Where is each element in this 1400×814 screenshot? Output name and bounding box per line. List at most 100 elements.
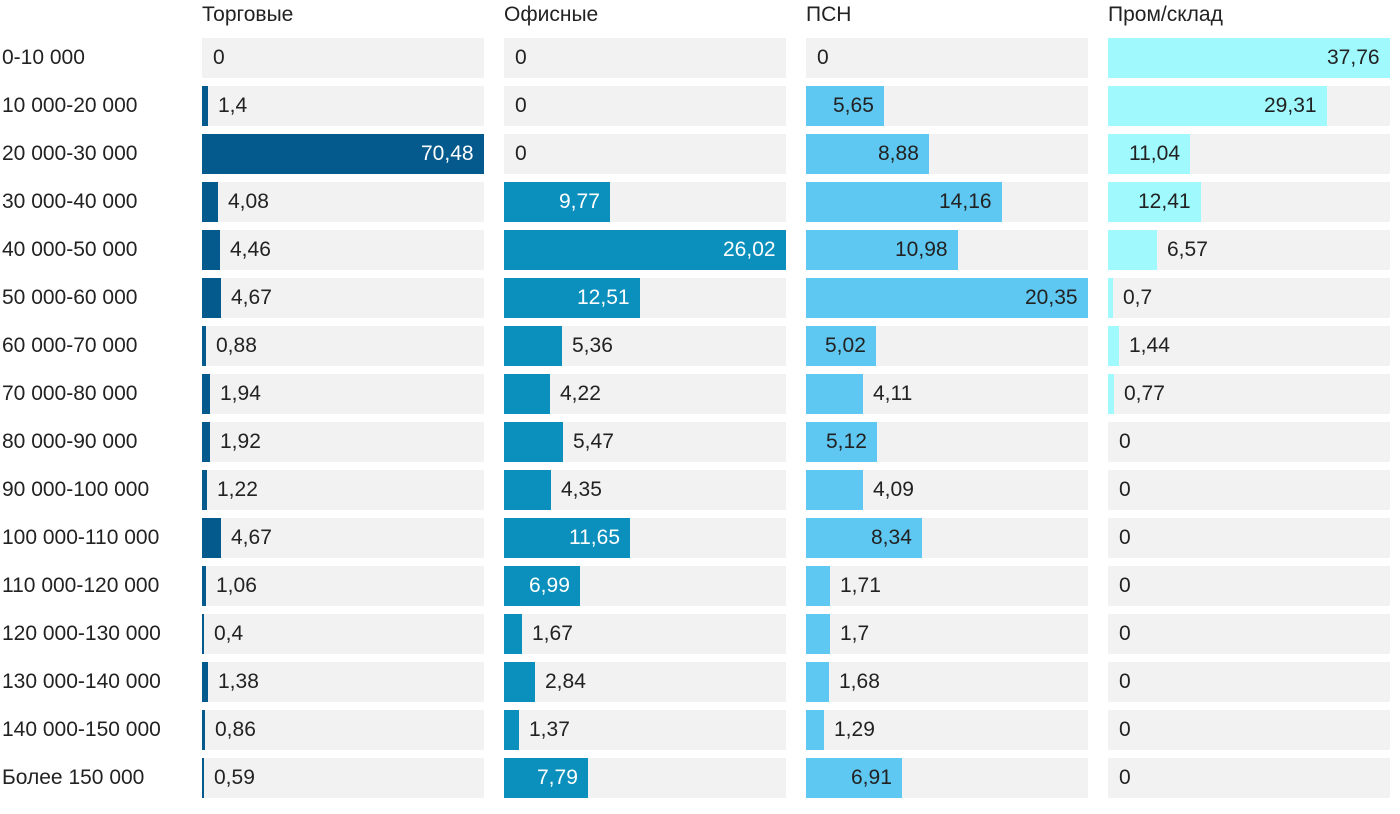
bar-track: 1,4: [202, 86, 484, 126]
category-label: 50 000-60 000: [2, 286, 138, 309]
value-label: 0: [1119, 478, 1131, 501]
bar: [504, 758, 588, 798]
bar-track: 8,34: [806, 518, 1088, 558]
bar-track: 0: [1108, 422, 1390, 462]
bar-track: 26,02: [504, 230, 786, 270]
category-label: 130 000-140 000: [2, 670, 161, 693]
category-label: 70 000-80 000: [2, 382, 138, 405]
bar: [1108, 326, 1119, 366]
value-label: 1,38: [218, 670, 259, 693]
value-label: 2,84: [545, 670, 586, 693]
bar-track: 5,47: [504, 422, 786, 462]
bar: [504, 566, 580, 606]
value-label: 1,94: [220, 382, 261, 405]
bar-track: 0: [1108, 518, 1390, 558]
bar-track: 10,98: [806, 230, 1088, 270]
value-label: 4,46: [230, 238, 271, 261]
bar-track: 1,37: [504, 710, 786, 750]
series-title: Торговые: [202, 3, 294, 26]
category-label: 0-10 000: [2, 46, 85, 69]
bar: [504, 470, 551, 510]
bar: [202, 374, 210, 414]
value-label: 1,71: [840, 574, 881, 597]
series-title: Пром/склад: [1108, 3, 1223, 26]
bar: [504, 614, 522, 654]
bar: [806, 326, 876, 366]
value-label: 0: [515, 142, 527, 165]
bar: [504, 182, 610, 222]
value-label: 0: [1119, 526, 1131, 549]
value-label: 0: [1119, 718, 1131, 741]
bar-track: 0,4: [202, 614, 484, 654]
bar: [202, 758, 204, 798]
bar: [504, 374, 550, 414]
bar-track: 6,91: [806, 758, 1088, 798]
bar-track: 6,99: [504, 566, 786, 606]
bar-track: 5,02: [806, 326, 1088, 366]
value-label: 26,02: [723, 238, 776, 261]
bar: [806, 710, 824, 750]
value-label: 1,92: [220, 430, 261, 453]
value-label: 0,86: [215, 718, 256, 741]
value-label: 6,99: [529, 574, 570, 597]
bar: [806, 662, 829, 702]
bar: [806, 86, 884, 126]
value-label: 0: [515, 46, 527, 69]
value-label: 20,35: [1025, 286, 1078, 309]
bar-track: 4,11: [806, 374, 1088, 414]
bar-track: 1,22: [202, 470, 484, 510]
value-label: 4,11: [873, 382, 913, 405]
bar: [202, 278, 221, 318]
value-label: 1,4: [218, 94, 248, 117]
bar-track: 1,38: [202, 662, 484, 702]
value-label: 1,7: [840, 622, 870, 645]
bar: [806, 278, 1088, 318]
bar-track: 4,67: [202, 518, 484, 558]
bar: [202, 662, 208, 702]
value-label: 29,31: [1264, 94, 1317, 117]
bar-track: 4,09: [806, 470, 1088, 510]
bar: [806, 566, 830, 606]
bar-track: 0,88: [202, 326, 484, 366]
bar: [1108, 86, 1327, 126]
bar-track: 1,71: [806, 566, 1088, 606]
bar: [806, 470, 863, 510]
value-label: 4,09: [873, 478, 914, 501]
bar-track: 1,44: [1108, 326, 1390, 366]
value-label: 5,02: [825, 334, 866, 357]
value-label: 8,34: [871, 526, 912, 549]
value-label: 1,37: [529, 718, 570, 741]
value-label: 4,67: [231, 286, 272, 309]
value-label: 4,08: [228, 190, 269, 213]
bar-track: 11,04: [1108, 134, 1390, 174]
value-label: 0,59: [214, 766, 255, 789]
value-label: 0,7: [1123, 286, 1153, 309]
value-label: 1,67: [532, 622, 573, 645]
bar-track: 9,77: [504, 182, 786, 222]
value-label: 4,67: [231, 526, 272, 549]
category-label: 110 000-120 000: [2, 574, 160, 597]
bar-track: 29,31: [1108, 86, 1390, 126]
category-label: 40 000-50 000: [2, 238, 138, 261]
value-label: 10,98: [895, 238, 948, 261]
bar-track: 12,41: [1108, 182, 1390, 222]
bar-track: 20,35: [806, 278, 1088, 318]
bar: [504, 278, 640, 318]
bar-track: 2,84: [504, 662, 786, 702]
bar: [806, 758, 902, 798]
bar-track: 1,92: [202, 422, 484, 462]
bar: [1108, 134, 1190, 174]
value-label: 70,48: [421, 142, 474, 165]
category-label: 20 000-30 000: [2, 142, 138, 165]
bar: [806, 134, 929, 174]
bar-track: 0: [806, 38, 1088, 78]
bar-track: 0,86: [202, 710, 484, 750]
bar: [504, 518, 630, 558]
bar-track: 0: [1108, 662, 1390, 702]
bar-track: 0: [1108, 710, 1390, 750]
bar-track: 4,35: [504, 470, 786, 510]
value-label: 37,76: [1327, 46, 1380, 69]
bar: [202, 134, 484, 174]
value-label: 4,22: [560, 382, 601, 405]
value-label: 0,88: [216, 334, 257, 357]
